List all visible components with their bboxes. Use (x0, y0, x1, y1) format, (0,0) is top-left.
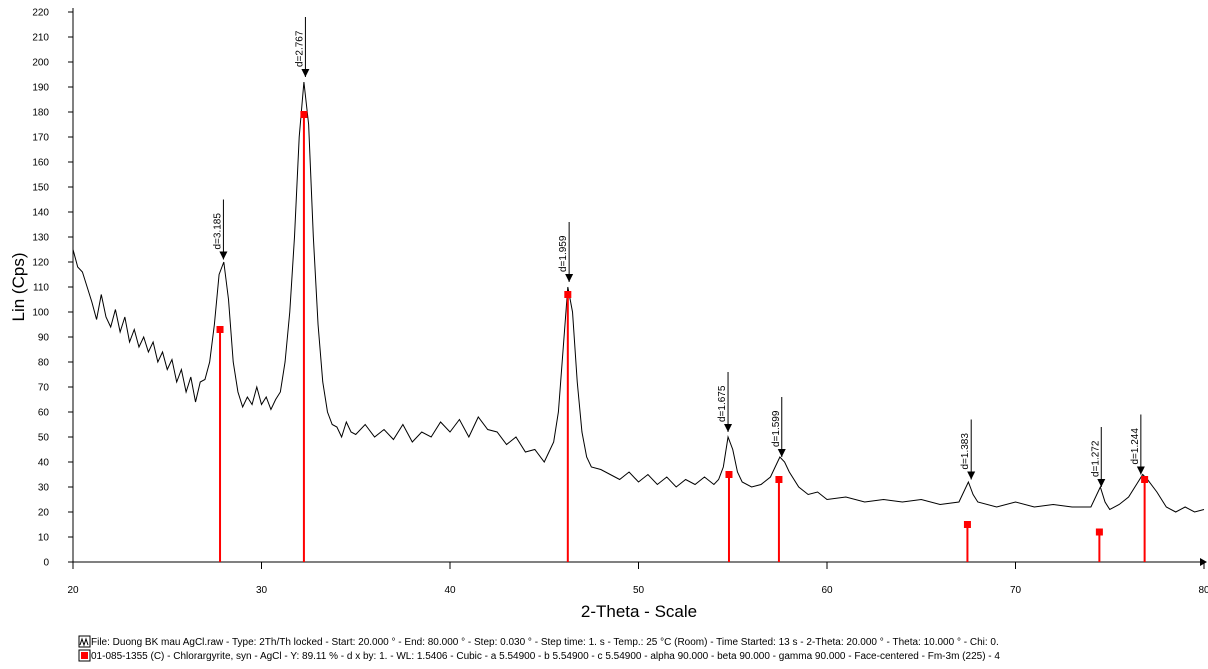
y-tick-label: 70 (38, 383, 50, 394)
x-tick-label: 20 (67, 585, 79, 596)
x-tick-label: 60 (821, 585, 833, 596)
annotation-label: d=1.959 (558, 235, 569, 272)
peak-marker (565, 274, 574, 282)
x-tick-label: 50 (633, 585, 645, 596)
peak-marker (1097, 479, 1106, 487)
x-tick-label: 70 (1010, 585, 1022, 596)
y-tick-label: 130 (32, 233, 49, 244)
y-tick-label: 100 (32, 308, 49, 319)
y-tick-label: 170 (32, 133, 49, 144)
reference-marker (963, 521, 971, 528)
reference-marker (1095, 528, 1103, 536)
y-tick-label: 200 (32, 58, 49, 69)
reference-marker (1141, 476, 1149, 483)
reference-marker (216, 326, 224, 333)
annotation-label: d=1.599 (771, 410, 782, 447)
annotation-label: d=3.185 (212, 213, 223, 250)
reference-marker (564, 291, 572, 298)
y-tick-label: 40 (38, 458, 50, 469)
y-tick-label: 80 (38, 358, 50, 369)
y-tick-label: 60 (38, 408, 50, 419)
legend-icon (79, 637, 89, 647)
y-tick-label: 190 (32, 83, 49, 94)
peak-marker (219, 251, 228, 260)
peak-marker (1136, 466, 1145, 475)
annotation-label: d=2.767 (294, 30, 305, 67)
reference-marker (725, 471, 733, 478)
y-tick-label: 120 (32, 258, 49, 269)
y-tick-label: 0 (43, 558, 49, 569)
y-tick-label: 160 (32, 158, 49, 169)
legend: File: Duong BK mau AgCl.raw - Type: 2Th/… (78, 635, 1000, 662)
annotation-label: d=1.675 (717, 385, 728, 422)
annotation-label: d=1.244 (1130, 428, 1141, 465)
x-tick-label: 40 (444, 585, 456, 596)
y-tick-label: 150 (32, 183, 49, 194)
x-axis-title: 2-Theta - Scale (581, 602, 697, 621)
y-tick-label: 90 (38, 333, 50, 344)
y-tick-label: 10 (38, 533, 50, 544)
reference-marker (775, 476, 783, 483)
y-tick-label: 30 (38, 483, 50, 494)
reference-marker (300, 111, 308, 118)
peak-marker (301, 69, 310, 77)
peak-marker (724, 424, 733, 432)
y-tick-label: 210 (32, 33, 49, 44)
y-axis-title: Lin (Cps) (9, 253, 28, 322)
y-tick-label: 220 (32, 8, 49, 19)
legend-label: 01-085-1355 (C) - Chlorargyrite, syn - A… (91, 651, 1000, 662)
x-tick-label: 30 (256, 585, 268, 596)
legend-label: File: Duong BK mau AgCl.raw - Type: 2Th/… (91, 637, 999, 648)
annotation-label: d=1.272 (1090, 440, 1101, 477)
y-tick-label: 50 (38, 433, 50, 444)
scan-line (72, 81, 1205, 513)
x-tick-label: 80 (1198, 585, 1208, 596)
legend-icon (78, 635, 91, 648)
legend-icon (81, 652, 88, 659)
peak-marker (777, 449, 786, 457)
y-tick-label: 110 (33, 283, 49, 294)
annotation-label: d=1.383 (960, 433, 971, 470)
y-tick-label: 140 (32, 208, 49, 219)
y-tick-label: 20 (38, 508, 50, 519)
peak-marker (967, 471, 976, 480)
y-tick-label: 180 (32, 108, 49, 119)
